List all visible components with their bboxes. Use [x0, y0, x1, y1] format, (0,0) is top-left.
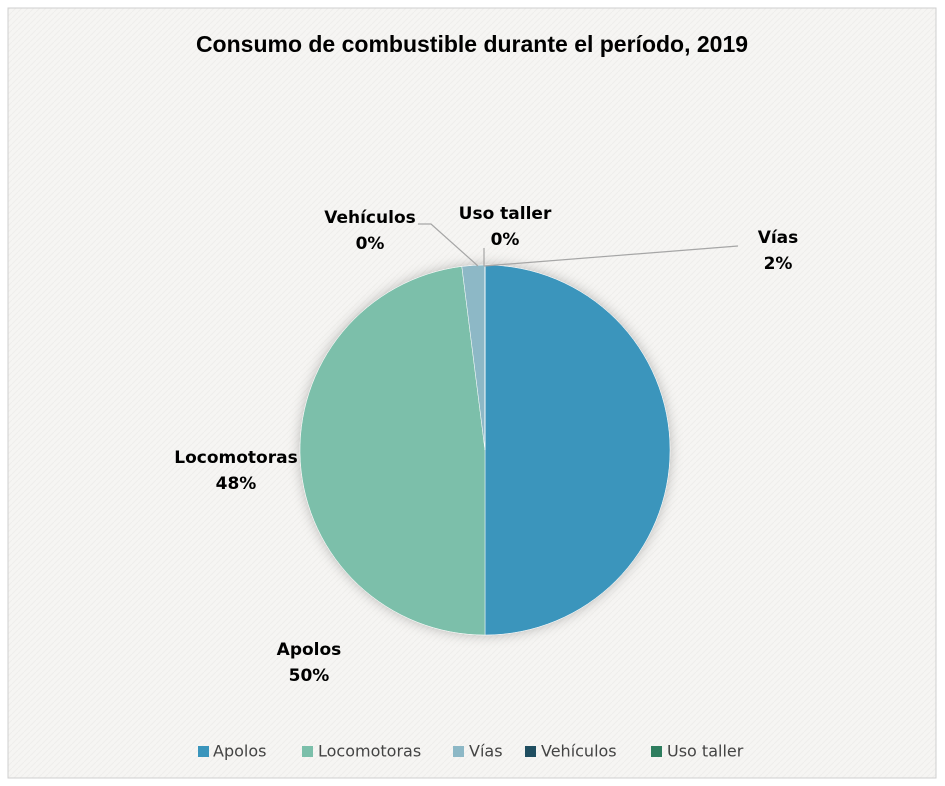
legend-swatch [525, 746, 536, 757]
legend-swatch [198, 746, 209, 757]
legend-label: Vías [469, 742, 503, 761]
leader-line [418, 223, 479, 267]
data-label-name: Vías [758, 228, 799, 248]
legend-swatch [453, 746, 464, 757]
legend-swatch [302, 746, 313, 757]
data-label-value: 0% [356, 234, 385, 254]
leader-line [483, 245, 739, 267]
data-label-value: 48% [216, 474, 257, 494]
data-label-value: 50% [289, 666, 330, 686]
pie [299, 264, 671, 636]
legend-label: Vehículos [541, 742, 617, 761]
data-label-value: 2% [764, 254, 793, 274]
pie-slice [299, 266, 486, 636]
data-label-name: Locomotoras [174, 448, 297, 468]
chart-title: Consumo de combustible durante el períod… [196, 31, 748, 57]
legend-label: Uso taller [667, 742, 744, 761]
data-label-name: Vehículos [324, 208, 416, 228]
data-label-name: Uso taller [459, 204, 552, 224]
data-label-value: 0% [491, 230, 520, 250]
legend-label: Locomotoras [318, 742, 421, 761]
pie-slice [484, 264, 671, 636]
data-label-name: Apolos [277, 640, 342, 660]
legend-label: Apolos [213, 742, 266, 761]
legend-swatch [651, 746, 662, 757]
